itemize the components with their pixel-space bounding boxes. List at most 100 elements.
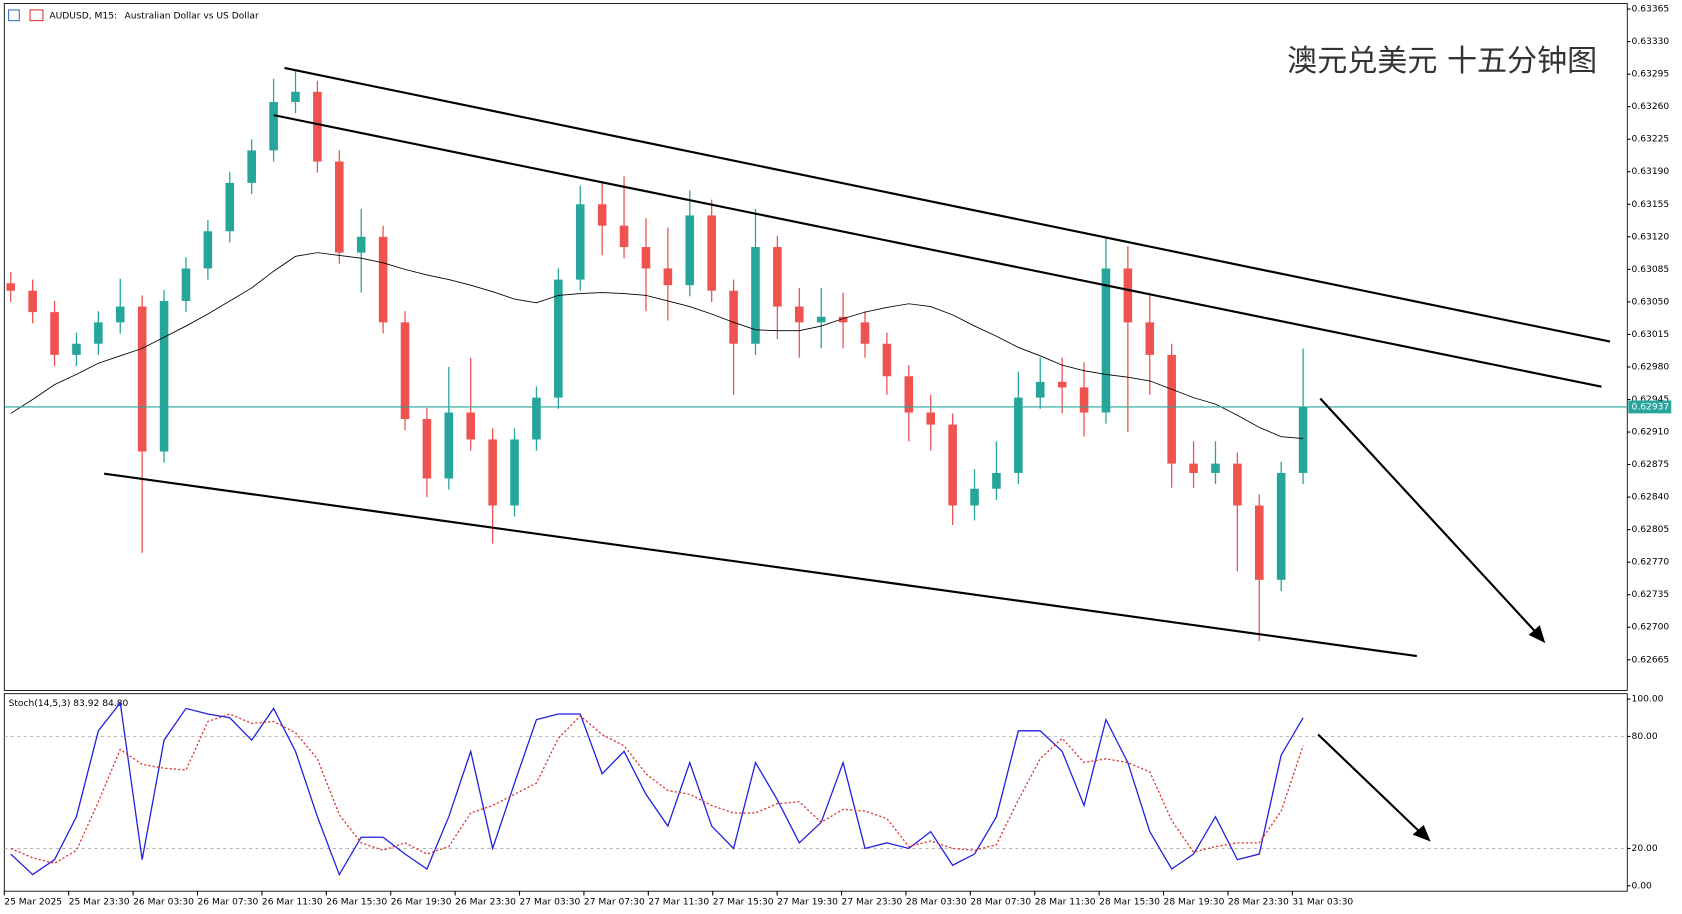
candle-body — [313, 91, 322, 162]
candle-body — [115, 306, 125, 323]
candle-body — [1014, 397, 1023, 473]
x-tick-label: 28 Mar 11:30 — [1035, 897, 1096, 907]
y-tick-label: 0.63295 — [1632, 70, 1670, 80]
candle-body — [1233, 463, 1242, 506]
x-tick-label: 27 Mar 19:30 — [777, 897, 838, 907]
candle-body — [773, 247, 782, 307]
candle-body — [1079, 387, 1089, 413]
candle-body — [335, 161, 344, 253]
moving-average — [10, 252, 1304, 439]
trend-line — [273, 114, 1602, 388]
candle-body — [247, 150, 256, 183]
y-tick-label: 0.63155 — [1632, 200, 1670, 210]
x-tick-label: 26 Mar 03:30 — [133, 897, 194, 907]
candle-body — [904, 376, 914, 413]
candle-body — [94, 322, 103, 344]
candle-body — [641, 247, 651, 269]
candle-body — [532, 397, 541, 440]
x-tick-label: 27 Mar 23:30 — [842, 897, 903, 907]
y-tick-label: 0.63190 — [1632, 167, 1670, 177]
candle-body — [1145, 322, 1155, 355]
y-tick-label: 0.62665 — [1632, 655, 1670, 665]
arrow — [1319, 397, 1538, 635]
arrow-head — [1412, 824, 1431, 842]
candle-body — [159, 300, 169, 452]
y-tick-label: 0.63225 — [1632, 135, 1670, 145]
y-tick-label: 80.00 — [1632, 732, 1658, 742]
candle-body — [838, 316, 848, 323]
candle-body — [291, 91, 300, 103]
y-tick-label: 100.00 — [1632, 695, 1664, 705]
x-tick-label: 26 Mar 11:30 — [262, 897, 323, 907]
y-tick-label: 0.63015 — [1632, 330, 1670, 340]
candle-body — [137, 306, 147, 452]
candle-body — [1057, 381, 1067, 388]
y-tick-label: 0.63050 — [1632, 297, 1670, 307]
x-tick-label: 26 Mar 07:30 — [198, 897, 259, 907]
candle-body — [663, 268, 673, 286]
candle-body — [926, 412, 936, 425]
arrow-head — [1528, 625, 1546, 644]
x-tick-label: 27 Mar 07:30 — [584, 897, 645, 907]
candle-body — [181, 268, 191, 301]
candle-body — [970, 488, 979, 506]
x-tick-label: 26 Mar 19:30 — [391, 897, 452, 907]
candle-body — [356, 236, 366, 253]
y-tick-label: 0.63260 — [1632, 102, 1670, 112]
stoch-line — [10, 701, 1304, 877]
x-tick-label: 28 Mar 19:30 — [1164, 897, 1225, 907]
x-tick-label: 27 Mar 11:30 — [648, 897, 709, 907]
candle-body — [948, 424, 957, 506]
y-tick-label: 0.63085 — [1632, 265, 1670, 275]
candle-body — [1167, 354, 1176, 464]
candle-body — [751, 247, 760, 344]
stoch-title: Stoch(14,5,3) 83.92 84.80 — [9, 699, 129, 709]
candle-body — [554, 279, 563, 398]
candle-body — [225, 182, 235, 232]
y-tick-label: 0.62840 — [1632, 493, 1670, 503]
candle-body — [860, 322, 870, 344]
candle-body — [400, 322, 410, 420]
candle-body — [882, 343, 892, 377]
symbol: AUDUSD, M15: — [49, 11, 117, 21]
candle-body — [488, 439, 497, 506]
candle-body — [72, 343, 81, 355]
symbol-description: Australian Dollar vs US Dollar — [125, 11, 259, 21]
candle-body — [1298, 406, 1308, 473]
candle-body — [619, 225, 629, 248]
x-tick-label: 28 Mar 03:30 — [906, 897, 967, 907]
trend-line — [284, 66, 1611, 343]
y-tick-label: 0.63120 — [1632, 232, 1670, 242]
x-tick-label: 28 Mar 23:30 — [1228, 897, 1289, 907]
x-tick-label: 27 Mar 03:30 — [520, 897, 581, 907]
candle-body — [203, 231, 213, 269]
candle-body — [50, 312, 59, 355]
candle-body — [1254, 505, 1264, 580]
chart-title: 澳元兑美元 十五分钟图 — [1287, 44, 1597, 79]
candle-body — [444, 412, 454, 479]
y-tick-label: 0.62945 — [1632, 395, 1670, 405]
x-tick-label: 28 Mar 07:30 — [970, 897, 1031, 907]
candle-body — [816, 316, 826, 323]
candle-body — [1189, 463, 1198, 473]
candle-body — [6, 283, 16, 291]
arrow — [1317, 733, 1422, 834]
candle-body — [510, 439, 519, 506]
stoch-panel — [3, 693, 1628, 892]
y-tick-label: 0.62910 — [1632, 428, 1670, 438]
candle-body — [794, 306, 804, 323]
y-tick-label: 20.00 — [1632, 844, 1658, 854]
x-tick-label: 28 Mar 15:30 — [1099, 897, 1160, 907]
candle-body — [1211, 463, 1220, 473]
y-tick-label: 0.00 — [1632, 881, 1652, 891]
x-tick-label: 31 Mar 03:30 — [1292, 897, 1353, 907]
y-tick-label: 0.62980 — [1632, 362, 1670, 372]
trend-line — [103, 472, 1418, 658]
candle-body — [422, 419, 432, 479]
current-price-box — [1628, 400, 1672, 414]
x-tick-label: 25 Mar 23:30 — [69, 897, 130, 907]
current-price-label: 0.62937 — [1632, 402, 1670, 412]
trend-lines — [103, 66, 1611, 842]
candle-body — [575, 204, 585, 280]
